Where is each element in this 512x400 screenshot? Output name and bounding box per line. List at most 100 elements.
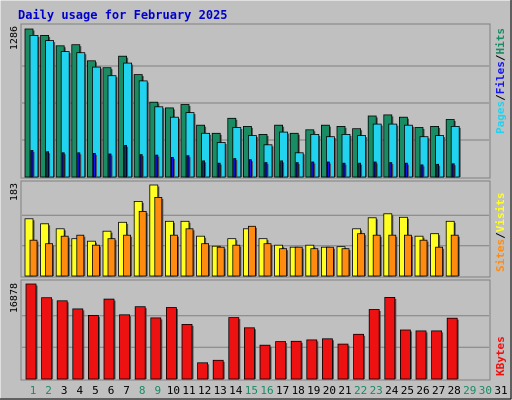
files-bar-day-15 — [248, 159, 252, 178]
middle-panel-max-label: 183 — [9, 183, 20, 201]
files-bar-day-23 — [373, 161, 377, 178]
files-bar-day-3 — [61, 152, 65, 178]
legend-entry-files: Files — [494, 61, 507, 94]
day-label-23: 23 — [370, 384, 383, 397]
day-label-3: 3 — [61, 384, 68, 397]
day-label-12: 12 — [198, 384, 211, 397]
kbytes-bar-day-4 — [72, 308, 84, 380]
files-bar-day-18 — [295, 162, 299, 178]
sites-bar-day-23 — [372, 234, 381, 277]
legend-entry-visits: Visits — [494, 193, 507, 233]
files-bar-day-14 — [233, 158, 237, 178]
files-bar-day-27 — [436, 163, 440, 178]
sites-bar-day-11 — [185, 228, 194, 277]
sites-bar-day-21 — [341, 248, 350, 277]
sites-bar-day-9 — [154, 196, 163, 277]
kbytes-bar-day-20 — [321, 338, 333, 380]
files-bar-day-3-shadow — [63, 154, 66, 177]
top-panel-max-label: 1286 — [9, 26, 20, 50]
files-bar-day-21 — [342, 162, 346, 178]
top-panel-legend: Pages/Files/Hits — [494, 28, 507, 134]
sites-bar-day-18 — [294, 246, 303, 277]
day-label-30: 30 — [479, 384, 492, 397]
files-bar-day-9-shadow — [157, 156, 160, 177]
files-bar-day-7 — [124, 144, 127, 178]
files-bar-day-19 — [311, 161, 315, 178]
chart-title: Daily usage for February 2025 — [18, 8, 228, 22]
files-bar-day-26-shadow — [422, 166, 425, 177]
files-bar-day-21-shadow — [344, 164, 347, 177]
sites-bar-day-16 — [263, 243, 272, 277]
sites-bar-day-26 — [419, 239, 428, 277]
files-bar-day-20 — [326, 161, 330, 178]
sites-bar-day-20 — [325, 246, 334, 277]
sites-bar-day-17 — [279, 248, 288, 277]
kbytes-bar-day-23 — [368, 309, 380, 380]
day-label-20: 20 — [323, 384, 336, 397]
kbytes-bar-day-22 — [353, 333, 365, 380]
day-label-9: 9 — [154, 384, 161, 397]
files-bar-day-12 — [202, 160, 206, 178]
sites-bar-day-25 — [403, 234, 412, 277]
day-label-31: 31 — [494, 384, 507, 397]
kbytes-bar-day-15 — [243, 327, 255, 380]
legend-entry-sites: Sites — [494, 239, 507, 272]
files-bar-day-28-shadow — [453, 165, 456, 177]
legend-entry-kbytes: KBytes — [494, 336, 507, 376]
files-bar-day-9 — [155, 154, 159, 178]
bottom-panel-max-label: 16878 — [9, 283, 20, 313]
day-label-18: 18 — [292, 384, 305, 397]
x-axis-day-labels: 1 2 3 4 5 6 7 8 9 10 11 12 13 14 15 16 17 18 19 20 21 22 23 24 2… — [30, 384, 508, 397]
files-bar-day-6 — [108, 153, 112, 178]
kbytes-bar-day-18 — [290, 340, 302, 380]
files-bar-day-22 — [358, 162, 362, 178]
files-bar-day-2 — [46, 151, 49, 178]
sites-bar-day-12 — [201, 243, 210, 277]
files-bar-day-17-shadow — [282, 162, 285, 177]
sites-bar-day-1 — [29, 239, 38, 277]
files-bar-day-20-shadow — [328, 163, 331, 177]
day-label-26: 26 — [416, 384, 429, 397]
files-bar-day-7-shadow — [126, 146, 129, 177]
files-bar-day-25 — [404, 162, 408, 178]
files-bar-day-18-shadow — [297, 164, 300, 177]
day-label-28: 28 — [448, 384, 461, 397]
kbytes-bar-day-19 — [306, 339, 318, 380]
day-label-8: 8 — [139, 384, 146, 397]
day-label-29: 29 — [463, 384, 476, 397]
day-label-10: 10 — [167, 384, 180, 397]
kbytes-bar-day-7 — [119, 314, 130, 380]
kbytes-bar-day-5 — [88, 314, 99, 380]
sites-bar-day-5 — [92, 244, 100, 277]
day-label-2: 2 — [45, 384, 52, 397]
files-bar-day-19-shadow — [313, 163, 316, 177]
sites-bar-day-15 — [247, 225, 256, 277]
files-bar-day-14-shadow — [235, 160, 238, 177]
kbytes-bar-day-17 — [275, 341, 287, 380]
sites-bar-day-8 — [138, 210, 147, 277]
day-label-4: 4 — [76, 384, 83, 397]
middle-panel-legend: Sites/Visits — [494, 193, 507, 273]
day-label-22: 22 — [354, 384, 367, 397]
files-bar-day-15-shadow — [250, 161, 253, 177]
day-label-11: 11 — [182, 384, 195, 397]
legend-entry-separator: / — [494, 94, 507, 101]
kbytes-bar-day-9 — [150, 317, 162, 380]
files-bar-day-24-shadow — [391, 164, 394, 177]
legend-entry-separator: / — [494, 54, 507, 61]
files-bar-day-11 — [186, 155, 190, 178]
day-label-1: 1 — [30, 384, 37, 397]
files-bar-day-2-shadow — [48, 153, 51, 177]
kbytes-bar-day-1 — [25, 283, 37, 380]
day-label-24: 24 — [385, 384, 399, 397]
files-bar-day-1-shadow — [32, 152, 35, 177]
legend-entry-pages: Pages — [494, 101, 507, 134]
kbytes-bar-day-10 — [165, 307, 177, 380]
day-label-16: 16 — [260, 384, 273, 397]
sites-bar-day-7 — [123, 234, 131, 277]
kbytes-bar-day-3 — [56, 300, 68, 380]
day-label-14: 14 — [229, 384, 243, 397]
sites-bar-day-3 — [60, 235, 69, 277]
files-bar-day-26 — [420, 164, 424, 178]
bars — [24, 28, 461, 380]
